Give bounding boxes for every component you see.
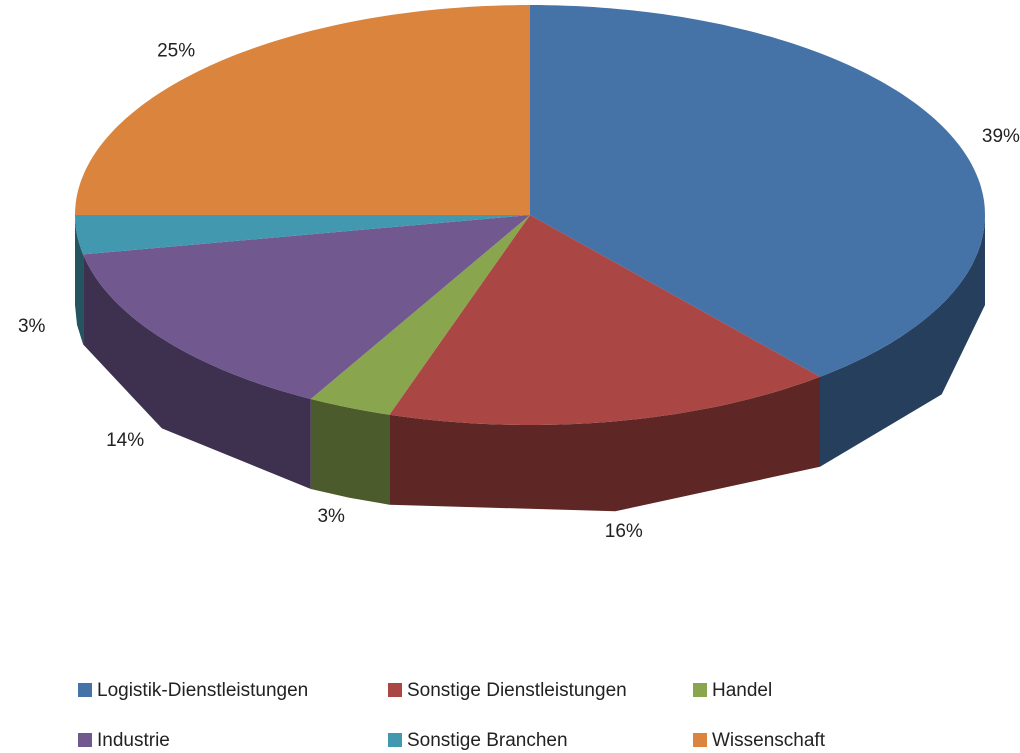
slice-side [75, 215, 84, 345]
data-label: 14% [106, 430, 144, 451]
legend-label: Wissenschaft [712, 730, 826, 751]
data-label: 25% [157, 41, 195, 62]
slice [530, 5, 985, 377]
legend-label: Sonstige Dienstleistungen [407, 680, 627, 701]
data-label: 39% [982, 126, 1020, 147]
legend-label: Sonstige Branchen [407, 730, 568, 751]
legend-swatch [78, 733, 92, 747]
slice [310, 215, 530, 415]
slice-side [310, 399, 390, 505]
slice [83, 215, 530, 399]
legend-swatch [78, 683, 92, 697]
data-label: 3% [18, 316, 46, 337]
legend-label: Handel [712, 680, 772, 701]
legend-label: Logistik-Dienstleistungen [97, 680, 308, 701]
slice-side [83, 254, 311, 489]
legend-swatch [388, 683, 402, 697]
slice [75, 5, 530, 215]
slice-side [820, 215, 985, 467]
legend-swatch [388, 733, 402, 747]
data-label: 16% [605, 521, 643, 542]
slice [75, 215, 530, 255]
slice-side [389, 376, 820, 512]
legend-swatch [693, 733, 707, 747]
legend-swatch [693, 683, 707, 697]
data-label: 3% [317, 506, 345, 527]
legend-label: Industrie [97, 730, 170, 751]
slice [389, 215, 820, 425]
